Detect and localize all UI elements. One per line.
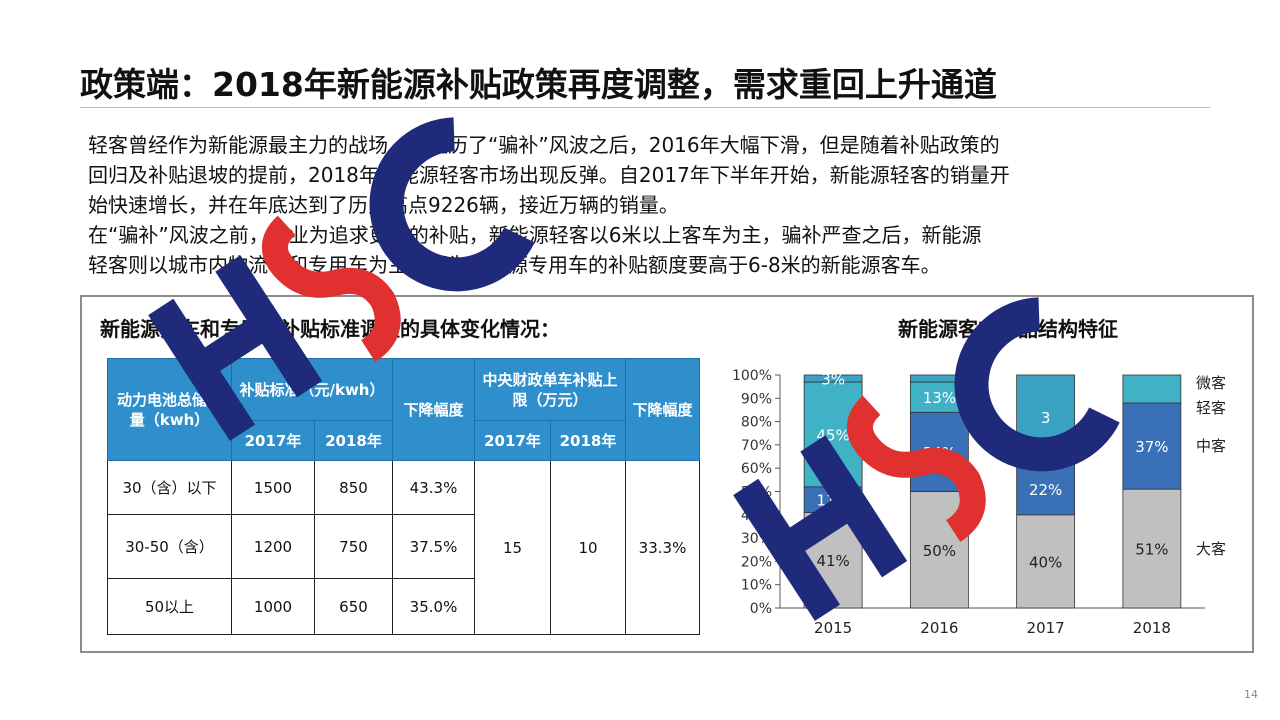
cell-central-limit-2017: 15 [474, 460, 551, 635]
logo-letter-c [369, 117, 535, 292]
page-title: 政策端：2018年新能源补贴政策再度调整，需求重回上升通道 [80, 65, 997, 104]
cell-capacity: 50以上 [107, 578, 232, 635]
data-label: 3 [1041, 409, 1051, 427]
table-row: 30（含）以下 1500 850 43.3% 15 10 33.3% [107, 460, 700, 635]
data-label: 41% [816, 552, 849, 570]
y-tick-label: 70% [741, 438, 772, 454]
paragraph-line: 轻客曾经作为新能源最主力的战场，在经历了“骗补”风波之后，2016年大幅下滑，但… [88, 133, 1000, 157]
x-tick-label: 2017 [1027, 619, 1065, 637]
page-number: 14 [1244, 688, 1258, 701]
y-tick-label: 90% [741, 391, 772, 407]
cell-standard-2018: 750 [314, 514, 393, 579]
x-tick-label: 2018 [1133, 619, 1171, 637]
logo-letter-s [846, 395, 986, 542]
bar-segment [1122, 488, 1182, 609]
legend-label: 大客 [1196, 540, 1226, 558]
data-label: 51% [1135, 541, 1168, 559]
title-divider [80, 107, 1210, 108]
y-tick-label: 10% [741, 578, 772, 594]
header-year-2018: 2018年 [550, 420, 626, 461]
bar-segment [1122, 374, 1182, 404]
header-decline: 下降幅度 [392, 358, 475, 461]
cell-standard-2017: 1500 [231, 460, 315, 515]
bar-segment [803, 374, 863, 383]
legend-label: 微客 [1196, 374, 1226, 392]
y-tick-label: 60% [741, 461, 772, 477]
hsc-watermark-logo [733, 297, 1120, 621]
hsc-watermark-logo [148, 117, 535, 441]
header-central-limit: 中央财政单车补贴上限（万元） [474, 358, 626, 421]
cell-standard-2018: 850 [314, 460, 393, 515]
logo-letter-h-right [215, 255, 323, 398]
logo-letter-c [954, 297, 1120, 472]
data-label: 3% [821, 370, 845, 388]
cell-decline: 35.0% [392, 578, 475, 635]
subsidy-table: 动力电池总储电量（kwh） 补贴标准（元/kwh） 下降幅度 中央财政单车补贴上… [107, 358, 700, 635]
paragraph-line: 在“骗补”风波之前，企业为追求更高的补贴，新能源轻客以6米以上客车为主，骗补严查… [88, 223, 982, 247]
data-label: 37% [1135, 438, 1168, 456]
cell-central-limit-2018: 10 [550, 460, 626, 635]
header-year-2018: 2018年 [314, 420, 393, 461]
cell-capacity: 30（含）以下 [107, 460, 232, 515]
legend-label: 中客 [1196, 437, 1226, 455]
y-tick-label: 100% [732, 368, 772, 384]
logo-letter-s [261, 215, 401, 362]
x-tick-label: 2016 [920, 619, 958, 637]
cell-central-limit-decline: 33.3% [625, 460, 700, 635]
bar-segment [1016, 463, 1076, 516]
header-decline: 下降幅度 [625, 358, 700, 461]
y-tick-label: 0% [750, 601, 772, 617]
data-label: 40% [1029, 553, 1062, 571]
y-tick-label: 80% [741, 415, 772, 431]
y-tick-label: 20% [741, 554, 772, 570]
header-subsidy-standard: 补贴标准（元/kwh） [231, 358, 393, 421]
cell-standard-2017: 1200 [231, 514, 315, 579]
logo-letter-h-right [800, 435, 908, 578]
cell-decline: 37.5% [392, 514, 475, 579]
paragraph-line: 回归及补贴退坡的提前，2018年新能源轻客市场出现反弹。自2017年下半年开始，… [88, 163, 1010, 187]
cell-standard-2017: 1000 [231, 578, 315, 635]
cell-standard-2018: 650 [314, 578, 393, 635]
data-label: 13% [923, 389, 956, 407]
data-label: 22% [1029, 481, 1062, 499]
content-panel [80, 295, 1254, 653]
legend-label: 轻客 [1196, 399, 1226, 417]
table-row: 50以上 1000 650 35.0% [107, 578, 700, 635]
cell-decline: 43.3% [392, 460, 475, 515]
data-label: 50% [923, 542, 956, 560]
x-tick-label: 2015 [814, 619, 852, 637]
cell-capacity: 30-50（含） [107, 514, 232, 579]
header-year-2017: 2017年 [474, 420, 551, 461]
